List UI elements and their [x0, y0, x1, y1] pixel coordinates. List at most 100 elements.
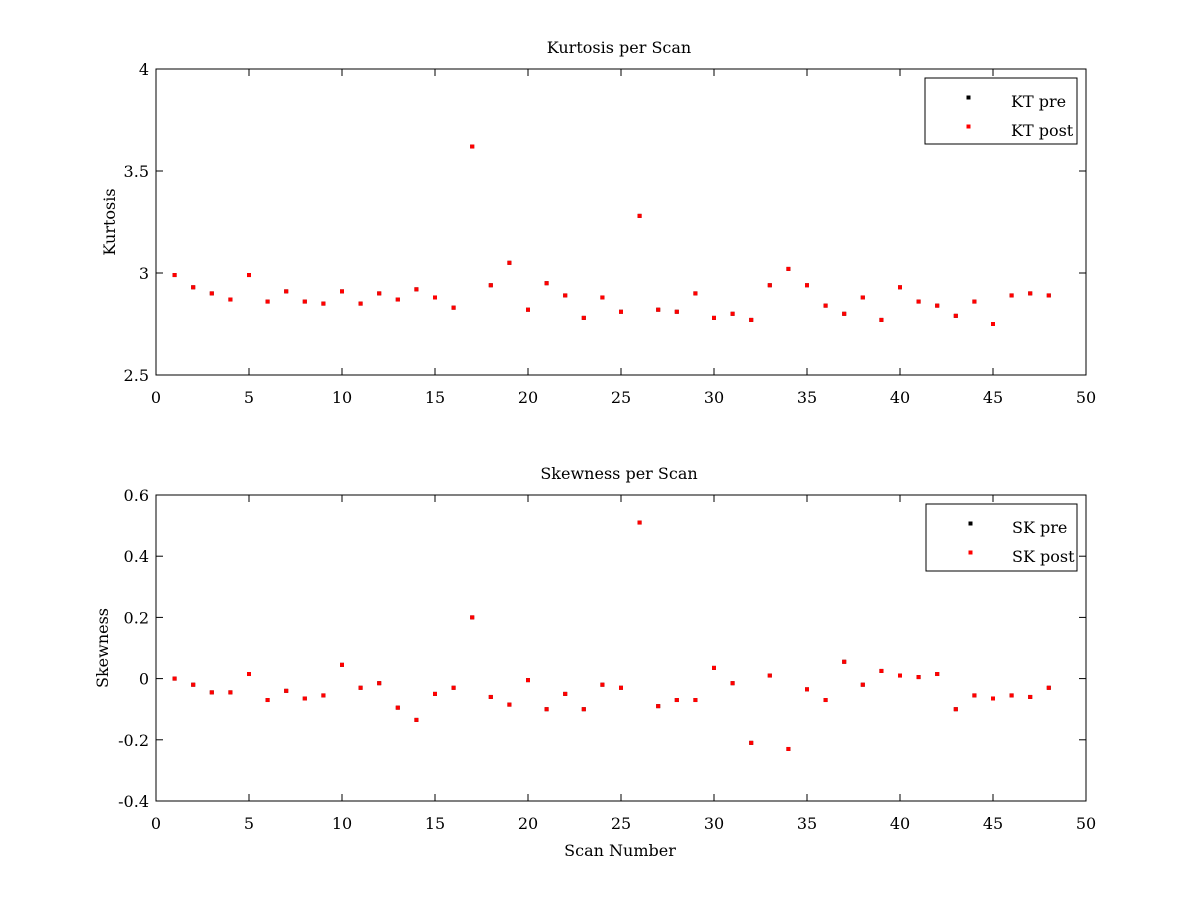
kurtosis-marks	[172, 144, 1051, 326]
y-tick-label: 0	[139, 670, 149, 689]
data-point-post	[451, 685, 456, 690]
data-point-post	[488, 283, 493, 288]
data-point-post	[488, 694, 493, 699]
y-tick-label: 4	[139, 60, 149, 79]
y-tick-label: 3.5	[124, 162, 149, 181]
data-point-post	[265, 698, 270, 703]
x-tick-label: 0	[151, 814, 161, 833]
data-point-post	[898, 285, 902, 290]
data-point-post	[619, 309, 623, 314]
data-point-post	[600, 295, 605, 300]
data-point-post	[823, 698, 828, 703]
x-tick-label: 20	[518, 814, 538, 833]
data-point-post	[1028, 694, 1033, 699]
data-point-post	[619, 685, 623, 690]
data-point-post	[377, 681, 382, 686]
data-point-post	[470, 615, 475, 620]
data-point-post	[191, 682, 196, 687]
data-point-post	[656, 307, 661, 312]
data-point-post	[805, 687, 809, 692]
x-tick-label: 20	[518, 388, 538, 407]
legend-box	[924, 77, 1078, 145]
y-axis-label: Skewness	[93, 608, 112, 688]
x-tick-label: 30	[704, 388, 724, 407]
data-point-post	[637, 520, 642, 525]
data-point-post	[433, 295, 437, 300]
data-point-post	[340, 289, 344, 294]
data-point-post	[730, 681, 735, 686]
data-point-post	[377, 291, 382, 296]
x-tick-label: 10	[332, 388, 352, 407]
data-point-post	[637, 213, 642, 218]
x-tick-label: 25	[611, 388, 631, 407]
y-tick-label: 0.4	[124, 547, 149, 566]
legend-box	[925, 503, 1078, 572]
data-point-post	[693, 698, 698, 703]
axis-ticks: 0 5 10 15 20 25 30 35 40 45 50 2.5 3 3.5 4	[124, 60, 1097, 407]
data-point-post	[507, 260, 512, 265]
data-point-post	[879, 317, 884, 322]
data-point-post	[767, 673, 772, 678]
legend-label-pre: KT pre	[1011, 92, 1066, 111]
data-point-post	[470, 144, 475, 149]
data-point-post	[451, 305, 456, 310]
data-point-post	[302, 696, 307, 701]
x-tick-label: 40	[890, 814, 910, 833]
data-point-post	[340, 662, 344, 667]
data-point-post	[935, 672, 940, 677]
data-point-post	[563, 293, 568, 298]
data-point-post	[581, 315, 586, 320]
data-point-post	[544, 707, 549, 712]
x-tick-label: 25	[611, 814, 631, 833]
data-point-post	[1009, 693, 1014, 698]
data-point-post	[321, 693, 326, 698]
y-tick-label: -0.4	[118, 792, 149, 811]
data-point-post	[563, 691, 568, 696]
y-tick-label: 0.6	[124, 486, 149, 505]
data-point-post	[916, 299, 921, 304]
x-axis-label: Scan Number	[564, 841, 676, 860]
legend-marker-pre	[968, 521, 973, 526]
legend: SK pre SK post	[925, 503, 1078, 572]
y-axis-label: Kurtosis	[100, 188, 119, 255]
x-tick-label: 15	[425, 388, 445, 407]
x-tick-label: 10	[332, 814, 352, 833]
data-point-post	[1009, 293, 1014, 298]
x-tick-label: 45	[983, 814, 1003, 833]
x-tick-label: 35	[797, 388, 817, 407]
data-point-post	[1046, 685, 1051, 690]
data-point-post	[749, 740, 754, 745]
data-point-post	[600, 682, 605, 687]
data-point-post	[842, 311, 847, 316]
data-point-post	[321, 301, 326, 306]
data-point-post	[898, 673, 902, 678]
skewness-chart: Skewness per Scan Skewness Scan Number 0…	[93, 464, 1096, 860]
data-point-post	[414, 717, 419, 722]
y-tick-label: 0.2	[124, 608, 149, 627]
data-point-post	[805, 283, 809, 288]
data-point-post	[972, 693, 977, 698]
data-point-post	[284, 688, 289, 693]
x-tick-label: 5	[244, 388, 254, 407]
x-tick-label: 35	[797, 814, 817, 833]
legend: KT pre KT post	[924, 77, 1078, 145]
data-point-post	[395, 297, 400, 302]
legend-label-post: SK post	[1012, 547, 1075, 566]
x-tick-label: 40	[890, 388, 910, 407]
data-point-post	[879, 668, 884, 673]
axis-ticks: 0 5 10 15 20 25 30 35 40 45 50 -0.4 -0.2 0 0.2 0.4 0.6	[118, 486, 1096, 833]
data-point-post	[395, 705, 400, 710]
data-point-post	[712, 315, 716, 320]
data-point-post	[693, 291, 698, 296]
data-point-post	[228, 690, 233, 695]
data-point-post	[358, 685, 363, 690]
data-point-post	[916, 675, 921, 680]
data-point-post	[712, 665, 716, 670]
skewness-marks	[172, 520, 1051, 751]
data-point-post	[935, 303, 940, 308]
data-point-post	[953, 313, 958, 318]
legend-marker-post	[966, 124, 971, 129]
data-point-post	[786, 746, 791, 751]
data-point-post	[674, 698, 679, 703]
